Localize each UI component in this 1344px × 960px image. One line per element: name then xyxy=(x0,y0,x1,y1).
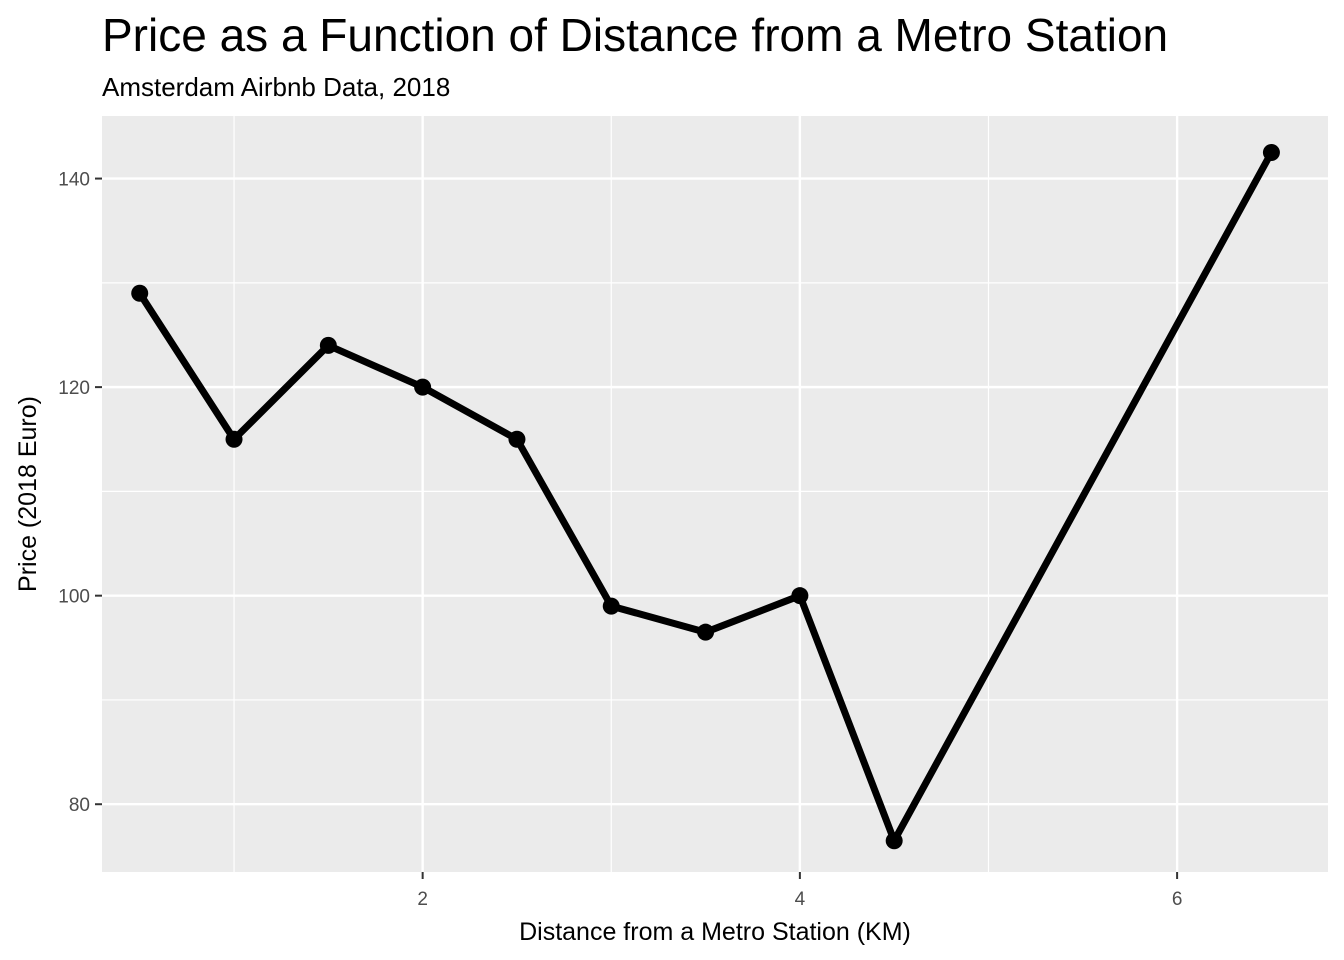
plot-panel xyxy=(102,116,1328,872)
data-point xyxy=(225,430,243,448)
series-line xyxy=(136,149,1275,845)
data-point xyxy=(791,587,809,605)
minor-gridlines xyxy=(102,116,1328,872)
data-point xyxy=(131,284,149,302)
x-tick-label: 4 xyxy=(795,889,806,910)
y-tick-label: 120 xyxy=(58,378,90,399)
y-tick-label: 140 xyxy=(58,170,90,191)
data-point xyxy=(414,378,432,396)
chart-title: Price as a Function of Distance from a M… xyxy=(102,9,1169,61)
data-point xyxy=(885,832,903,850)
data-point xyxy=(602,597,620,615)
data-point xyxy=(319,336,337,354)
x-tick-label: 2 xyxy=(417,889,428,910)
data-point xyxy=(697,623,715,641)
data-point xyxy=(508,430,526,448)
y-axis-title: Price (2018 Euro) xyxy=(14,396,42,592)
major-gridlines xyxy=(102,116,1328,872)
y-tick-label: 100 xyxy=(58,587,90,608)
x-tick-label: 6 xyxy=(1172,889,1183,910)
series-layer xyxy=(136,149,1275,845)
y-tick-label: 80 xyxy=(69,795,90,816)
data-point xyxy=(1262,143,1280,161)
chart-subtitle: Amsterdam Airbnb Data, 2018 xyxy=(102,72,451,102)
x-axis-title: Distance from a Metro Station (KM) xyxy=(519,918,911,946)
y-axis-ticks: 80 100 120 140 xyxy=(58,170,102,816)
x-axis-ticks: 2 4 6 xyxy=(417,872,1182,910)
points-layer xyxy=(131,143,1280,850)
